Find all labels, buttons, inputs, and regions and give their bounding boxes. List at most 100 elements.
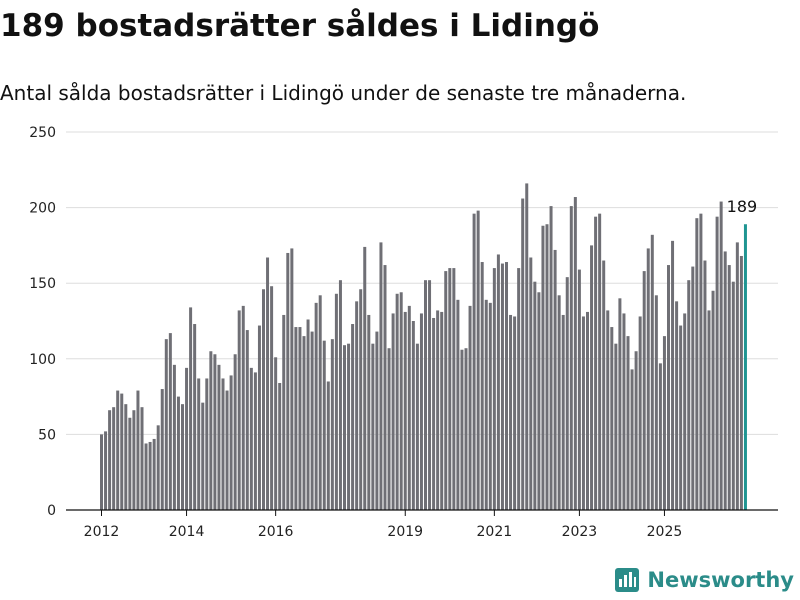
bar <box>614 343 618 510</box>
bar <box>241 305 245 510</box>
bar <box>286 252 290 510</box>
bar <box>654 295 658 510</box>
bar <box>586 311 589 510</box>
bar <box>164 339 168 510</box>
bar <box>100 434 103 510</box>
bar <box>120 393 124 510</box>
bar <box>472 213 476 510</box>
bar <box>541 225 545 511</box>
bar <box>419 313 423 510</box>
annotation-layer: 189 <box>727 197 758 216</box>
bar <box>634 351 638 510</box>
bar <box>371 343 375 510</box>
bar <box>444 271 448 510</box>
bar <box>189 307 193 510</box>
bar <box>249 367 253 510</box>
x-axis: 2012 2014 2016 2019 2021 2023 2025 <box>66 509 778 540</box>
bar <box>739 255 743 510</box>
bar <box>278 382 282 510</box>
bar <box>691 266 695 510</box>
bar <box>237 310 241 510</box>
bar <box>545 224 549 511</box>
bar <box>581 316 585 510</box>
bar <box>719 201 723 511</box>
bar <box>638 316 642 510</box>
bar <box>549 206 553 510</box>
bar <box>338 280 342 510</box>
bar <box>456 299 460 510</box>
bar <box>270 286 274 510</box>
bar <box>403 311 407 510</box>
bar <box>290 248 294 511</box>
bar <box>630 369 634 510</box>
bar <box>517 268 521 510</box>
bar <box>505 262 508 510</box>
bar <box>351 324 355 510</box>
bar <box>399 292 403 510</box>
bar <box>602 260 606 510</box>
bar <box>302 336 306 510</box>
bar <box>172 364 176 510</box>
bar <box>306 319 310 510</box>
bar <box>144 443 148 510</box>
x-tick-label: 2014 <box>169 524 205 540</box>
bar <box>322 340 326 510</box>
bar <box>209 351 213 510</box>
bar <box>343 345 346 510</box>
bar <box>205 378 209 510</box>
bar <box>108 410 112 510</box>
bar <box>553 249 557 510</box>
bar <box>334 293 338 510</box>
bar <box>298 327 302 510</box>
y-tick-label: 100 <box>29 352 56 368</box>
bar <box>262 289 265 510</box>
x-tick-label: 2025 <box>647 524 683 540</box>
bar <box>266 257 270 510</box>
bar <box>282 314 286 510</box>
x-tick-label: 2012 <box>84 524 120 540</box>
bar <box>432 317 436 510</box>
bar <box>294 327 298 510</box>
bar <box>525 183 529 510</box>
bar <box>156 425 160 510</box>
highlight-value-label: 189 <box>727 197 758 216</box>
bar <box>727 265 731 510</box>
bar <box>662 336 666 510</box>
bar <box>492 268 496 510</box>
bar <box>618 298 622 510</box>
bar <box>181 404 184 510</box>
bar <box>168 333 172 510</box>
bar <box>367 314 371 510</box>
y-tick-label: 250 <box>29 125 56 141</box>
bar <box>679 325 683 510</box>
bar <box>521 198 525 510</box>
bar <box>650 234 654 510</box>
x-tick-label: 2019 <box>387 524 423 540</box>
bar <box>557 295 561 510</box>
bar <box>310 331 314 510</box>
bar <box>274 357 278 510</box>
bar <box>695 218 699 510</box>
bar <box>675 301 679 510</box>
bar <box>104 431 108 510</box>
bar <box>391 313 395 510</box>
bar <box>723 251 727 510</box>
bar <box>464 348 468 510</box>
bar <box>245 330 249 510</box>
bar <box>229 375 233 510</box>
bar <box>213 354 217 510</box>
bar <box>193 324 197 510</box>
bar <box>363 246 367 510</box>
bar <box>257 325 261 510</box>
bar <box>387 348 391 510</box>
bar <box>468 305 472 510</box>
bar <box>347 343 351 510</box>
y-axis: 0 50 100 150 200 250 <box>29 125 56 519</box>
page-subtitle: Antal sålda bostadsrätter i Lidingö unde… <box>0 81 687 105</box>
y-tick-label: 200 <box>29 201 56 217</box>
bar <box>715 216 719 511</box>
bar <box>160 389 164 510</box>
bar <box>484 299 488 510</box>
highlight-bar <box>743 224 747 511</box>
bar <box>452 268 456 510</box>
